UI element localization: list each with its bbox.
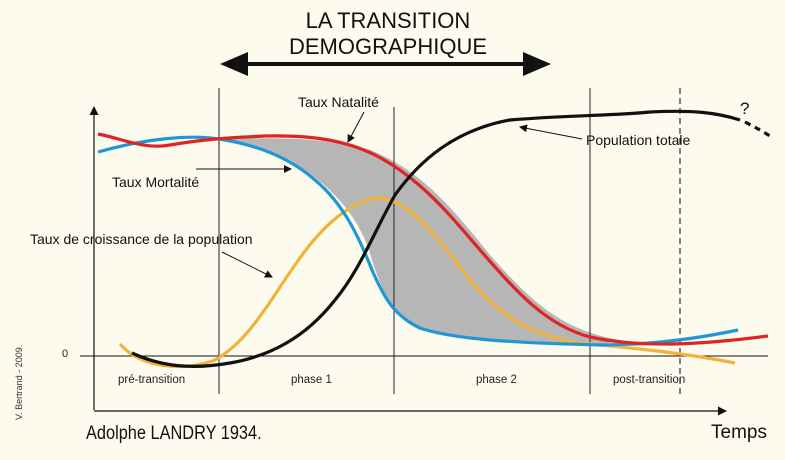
croissance-pointer <box>221 251 273 278</box>
natalite-label: Taux Natalité <box>298 94 379 110</box>
credit-text: V. Bertrand - 2009. <box>14 344 24 420</box>
diagram-title: LA TRANSITION DEMOGRAPHIQUE <box>288 8 488 59</box>
title-double-arrow <box>220 52 551 76</box>
natalite-curve <box>97 132 769 346</box>
mortalite-label: Taux Mortalité <box>112 174 200 190</box>
phase-label-phase-1: phase 1 <box>291 374 332 386</box>
phase-label-post-transition: post-transition <box>613 374 686 386</box>
population-future-dashed <box>744 120 771 138</box>
croissance-label: Taux de croissance de la population <box>30 231 253 247</box>
phase-label-pre-transition: pré-transition <box>118 374 186 386</box>
zero-tick-label: 0 <box>62 348 69 360</box>
future-question-mark: ? <box>740 99 750 118</box>
author-caption: Adolphe LANDRY 1934. <box>86 423 262 444</box>
phase-label-phase-2: phase 2 <box>476 374 517 386</box>
x-axis-label: Temps <box>711 422 767 443</box>
population-label: Population totale <box>586 132 691 148</box>
population-pointer <box>519 124 583 140</box>
mortalite-curve <box>97 135 739 347</box>
natalite-pointer <box>347 111 365 143</box>
population-curve <box>131 109 741 368</box>
